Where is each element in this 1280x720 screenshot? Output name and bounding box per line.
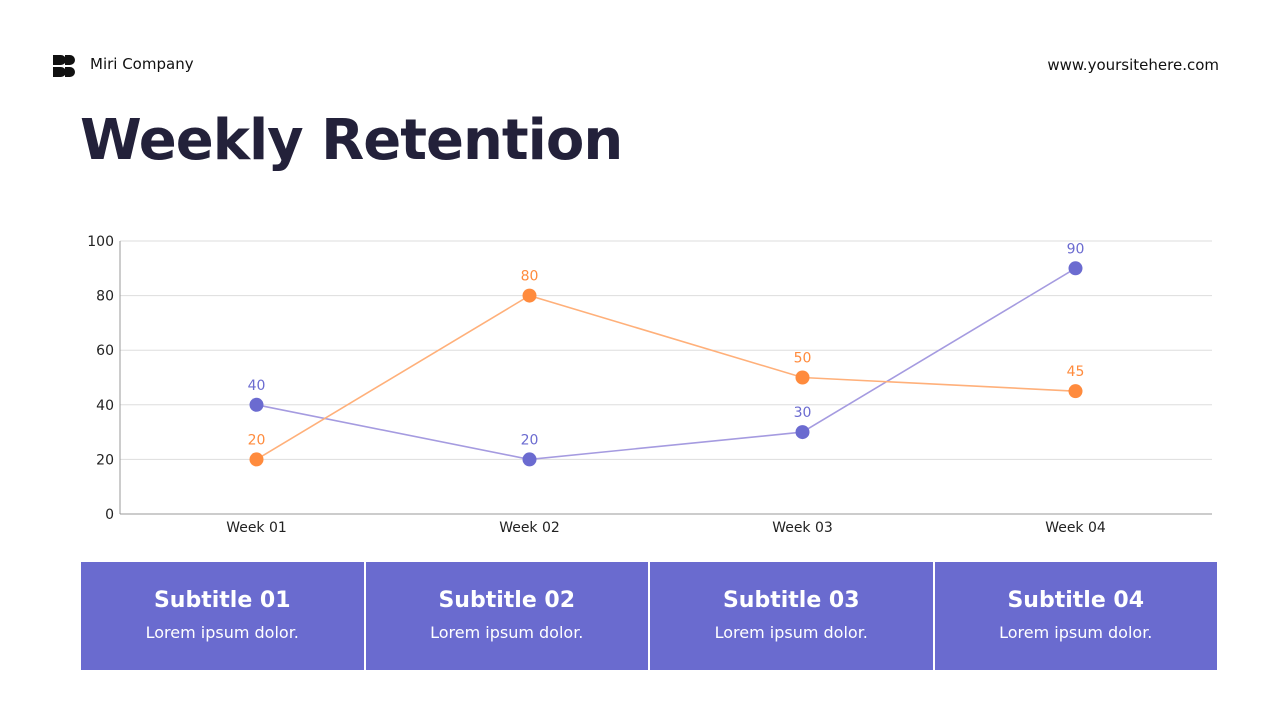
data-label: 30: [794, 405, 812, 421]
website-link[interactable]: www.yoursitehere.com: [1047, 56, 1219, 74]
y-tick-label: 20: [96, 452, 114, 468]
data-point: [1068, 384, 1083, 399]
data-label: 80: [521, 269, 539, 285]
series-line: [256, 267, 1076, 461]
series-line: [256, 294, 1076, 461]
card-3: Subtitle 03 Lorem ipsum dolor.: [650, 562, 935, 670]
data-point: [522, 288, 537, 303]
data-point: [1068, 261, 1083, 276]
card-text: Lorem ipsum dolor.: [999, 623, 1153, 642]
data-label: 20: [248, 432, 266, 448]
x-tick-label: Week 02: [499, 520, 560, 536]
y-tick-label: 0: [105, 507, 114, 523]
data-point: [795, 425, 810, 440]
data-point: [795, 370, 810, 385]
card-title: Subtitle 04: [1007, 588, 1145, 613]
y-tick-label: 100: [87, 234, 114, 250]
card-text: Lorem ipsum dolor.: [145, 623, 299, 642]
data-point: [522, 452, 537, 467]
card-text: Lorem ipsum dolor.: [714, 623, 868, 642]
data-label: 90: [1067, 241, 1085, 257]
page-title: Weekly Retention: [80, 108, 623, 173]
data-label: 50: [794, 351, 812, 367]
card-title: Subtitle 03: [722, 588, 860, 613]
y-tick-label: 60: [96, 343, 114, 359]
card-1: Subtitle 01 Lorem ipsum dolor.: [81, 562, 366, 670]
x-tick-label: Week 03: [772, 520, 833, 536]
card-2: Subtitle 02 Lorem ipsum dolor.: [365, 562, 650, 670]
data-point: [249, 452, 264, 467]
card-title: Subtitle 01: [153, 588, 291, 613]
subtitle-cards: Subtitle 01 Lorem ipsum dolor. Subtitle 0…: [81, 562, 1217, 670]
company-logo-icon: [53, 55, 75, 77]
card-title: Subtitle 02: [438, 588, 576, 613]
data-label: 40: [248, 378, 266, 394]
data-label: 20: [521, 432, 539, 448]
card-text: Lorem ipsum dolor.: [430, 623, 584, 642]
x-tick-label: Week 04: [1045, 520, 1106, 536]
company-name: Miri Company: [90, 55, 194, 73]
card-4: Subtitle 04 Lorem ipsum dolor.: [934, 562, 1217, 670]
x-tick-label: Week 01: [226, 520, 287, 536]
line-chart: 0 20 40 60 80 100 Week 01 Week 02 Week 03 Week 04…: [87, 234, 1212, 536]
y-tick-label: 80: [96, 289, 114, 305]
data-point: [249, 397, 264, 412]
y-tick-label: 40: [96, 398, 114, 414]
data-label: 45: [1067, 364, 1085, 380]
